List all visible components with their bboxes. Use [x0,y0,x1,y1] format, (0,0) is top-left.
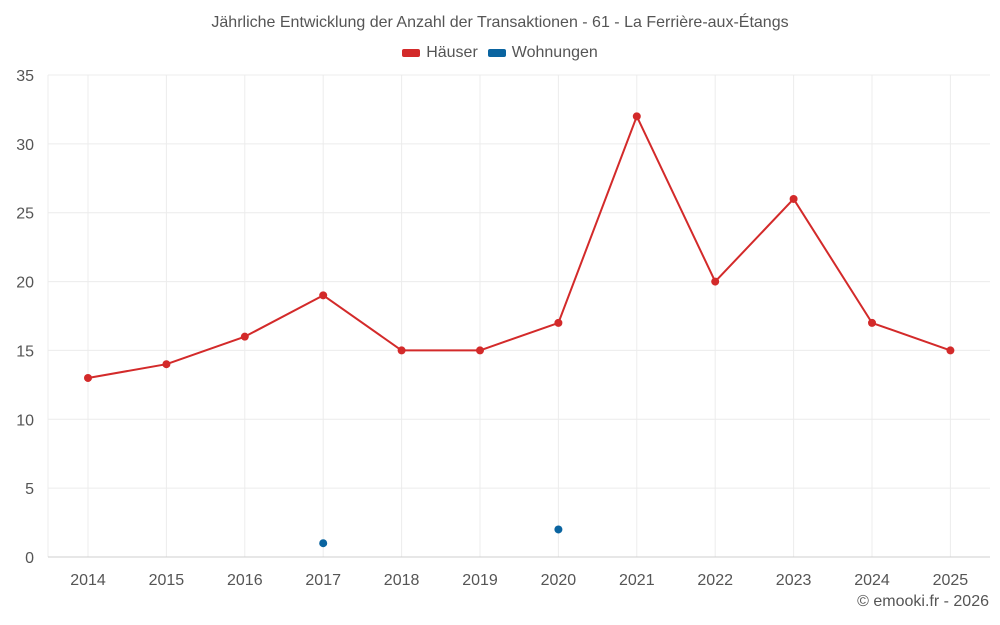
x-tick-label: 2025 [933,572,969,589]
x-tick-label: 2017 [305,572,341,589]
data-point-haeuser [84,373,92,382]
legend-label-haeuser: Häuser [426,44,478,61]
legend-item-wohnungen[interactable]: Wohnungen [487,44,598,62]
data-point-haeuser [868,318,876,327]
credit-text: © emooki.fr - 2026 [857,593,989,610]
y-tick-label: 5 [25,481,34,498]
data-point-wohnungen [554,525,563,534]
x-tick-label: 2023 [776,572,812,589]
y-tick-label: 10 [16,412,34,429]
data-point-haeuser [789,194,798,203]
data-point-haeuser [711,277,720,286]
y-tick-label: 25 [16,206,34,223]
x-tick-label: 2018 [384,572,420,589]
series-line-haeuser [87,115,951,379]
y-tick-label: 15 [16,343,34,360]
legend-swatch-haeuser [402,49,421,57]
x-tick-label: 2021 [619,572,655,589]
data-point-haeuser [162,360,171,369]
data-point-haeuser [397,346,406,355]
legend-item-haeuser[interactable]: Häuser [402,44,478,62]
legend: Häuser Wohnungen [0,44,1000,62]
x-tick-label: 2019 [462,572,498,589]
x-tick-label: 2024 [854,572,890,589]
y-tick-label: 20 [16,275,34,292]
legend-label-wohnungen: Wohnungen [511,44,598,61]
data-point-haeuser [240,332,249,341]
y-tick-label: 30 [16,137,34,154]
data-point-haeuser [554,318,563,327]
data-point-wohnungen [319,539,328,548]
x-tick-label: 2014 [70,572,106,589]
x-tick-label: 2016 [227,572,263,589]
x-tick-label: 2020 [541,572,577,589]
legend-swatch-wohnungen [487,49,506,57]
data-point-haeuser [946,346,955,355]
data-point-haeuser [476,346,484,355]
y-tick-label: 35 [16,68,34,85]
chart-title: Jährliche Entwicklung der Anzahl der Tra… [211,14,789,31]
x-tick-label: 2015 [149,572,185,589]
x-tick-label: 2022 [697,572,733,589]
data-point-haeuser [632,112,641,121]
data-point-haeuser [319,291,328,300]
y-tick-label: 0 [25,550,34,567]
